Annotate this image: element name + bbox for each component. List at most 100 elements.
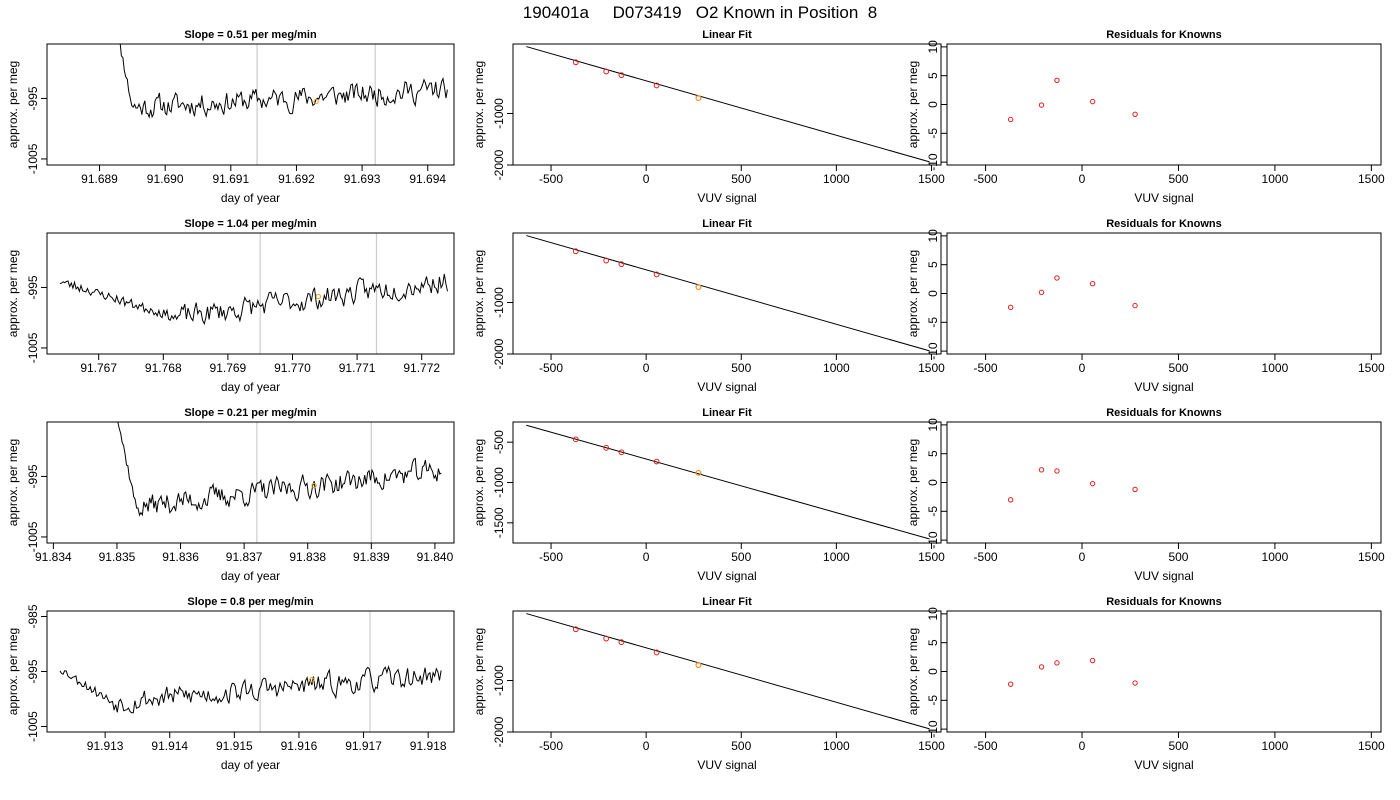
y-tick-label: -1005	[26, 143, 40, 174]
known-point	[653, 649, 660, 656]
x-axis-label: day of year	[221, 569, 280, 583]
y-tick-label: -1000	[492, 98, 506, 129]
residual-point	[1089, 480, 1096, 487]
plot-frame	[46, 421, 455, 544]
x-tick-label: 91.914	[151, 739, 188, 753]
x-tick-label: 91.837	[226, 550, 263, 564]
x-axis-label: VUV signal	[1134, 569, 1193, 583]
residual-point	[1038, 467, 1045, 473]
x-tick-label: 1500	[918, 172, 945, 186]
x-tick-label: 1500	[1358, 739, 1385, 753]
x-tick-label: 91.692	[278, 172, 315, 186]
known-point	[618, 261, 625, 268]
plot-frame	[946, 421, 1382, 544]
residuals-panel-row-2: Residuals for Knowns-500 0 500 1000 1500-10-…	[906, 407, 1385, 583]
series-line	[59, 665, 442, 714]
panel-title: Slope = 0.21 per meg/min	[184, 407, 317, 419]
x-tick-label: 0	[1079, 739, 1086, 753]
x-tick-label: 91.771	[339, 361, 376, 375]
y-tick-label: 5	[926, 72, 940, 79]
x-tick-label: 1000	[1262, 739, 1289, 753]
y-axis-label: approx. per meg	[6, 439, 20, 526]
series-line	[117, 422, 442, 517]
data-layer	[119, 44, 448, 165]
x-tick-label: 91.689	[81, 172, 118, 186]
residual-point	[1038, 664, 1045, 670]
y-tick-label: -995	[26, 659, 40, 683]
residual-point	[1007, 497, 1014, 503]
timeseries-panel-row-2: Slope = 0.21 per meg/min 91.834 91.835 91.8…	[6, 407, 455, 583]
plot-frame	[946, 610, 1382, 733]
x-axis-label: VUV signal	[1134, 758, 1193, 772]
sample-point	[695, 95, 702, 101]
y-tick-label: -10	[926, 342, 940, 360]
y-tick-label: -10	[926, 531, 940, 549]
x-tick-label: -500	[539, 739, 563, 753]
x-tick-label: 500	[731, 739, 751, 753]
y-axis-label: approx. per meg	[6, 61, 20, 148]
x-tick-label: 500	[1168, 172, 1188, 186]
x-axis-label: day of year	[221, 758, 280, 772]
residuals-panel-row-1: Residuals for Knowns-500 0 500 1000 1500-10-…	[906, 218, 1385, 394]
x-tick-label: 500	[731, 361, 751, 375]
y-axis-label: approx. per meg	[472, 439, 486, 526]
x-tick-label: 1000	[823, 550, 850, 564]
y-tick-label: -1005	[26, 332, 40, 363]
y-axis-label: approx. per meg	[906, 250, 920, 337]
x-axis-label: VUV signal	[697, 380, 756, 394]
residual-point	[1054, 468, 1060, 474]
x-tick-label: 0	[1079, 172, 1086, 186]
y-tick-label: -995	[26, 275, 40, 299]
x-tick-label: 91.690	[147, 172, 184, 186]
fit-line	[526, 424, 930, 540]
x-axis-label: VUV signal	[697, 758, 756, 772]
x-tick-label: -500	[539, 172, 563, 186]
y-tick-label: -2000	[492, 716, 506, 747]
data-layer	[59, 611, 442, 732]
x-tick-label: 91.768	[145, 361, 182, 375]
y-tick-label: -1000	[492, 467, 506, 498]
residual-point	[1007, 304, 1014, 311]
y-axis-label: approx. per meg	[472, 628, 486, 715]
data-layer	[526, 613, 930, 730]
panel-title: Slope = 1.04 per meg/min	[184, 218, 317, 230]
x-tick-label: 0	[1079, 361, 1086, 375]
x-tick-label: 91.834	[35, 550, 72, 564]
data-layer	[526, 46, 930, 163]
selected-point	[311, 482, 317, 489]
sample-point	[695, 469, 702, 476]
x-tick-label: 91.840	[417, 550, 454, 564]
panel-title: Residuals for Knowns	[1106, 218, 1222, 230]
x-tick-label: 91.918	[410, 739, 447, 753]
y-tick-label: -5	[926, 695, 940, 706]
known-point	[653, 458, 660, 465]
panel-title: Linear Fit	[702, 596, 752, 608]
x-axis-label: VUV signal	[1134, 191, 1193, 205]
panel-title: Linear Fit	[702, 29, 752, 41]
y-axis-label: approx. per meg	[906, 439, 920, 526]
y-tick-label: -1000	[492, 287, 506, 318]
residual-point	[1089, 98, 1096, 105]
known-point	[572, 248, 579, 255]
plot-frame	[946, 43, 1382, 166]
x-tick-label: 500	[731, 172, 751, 186]
residual-point	[1007, 116, 1014, 123]
x-tick-label: 1500	[918, 739, 945, 753]
panel-title: Linear Fit	[702, 407, 752, 419]
known-point	[603, 257, 610, 264]
residual-point	[1038, 102, 1045, 108]
y-tick-label: 0	[926, 101, 940, 108]
sample-point	[695, 662, 702, 668]
y-tick-label: -5	[926, 317, 940, 328]
x-tick-label: 500	[1168, 361, 1188, 375]
residuals-panel-row-0: Residuals for Knowns-500 0 500 1000 1500-10-…	[906, 29, 1385, 205]
x-tick-label: 500	[1168, 550, 1188, 564]
x-tick-label: 91.694	[409, 172, 446, 186]
data-layer	[1007, 467, 1138, 503]
x-tick-label: 91.770	[274, 361, 311, 375]
x-tick-label: 91.839	[353, 550, 390, 564]
x-tick-label: -500	[539, 550, 563, 564]
x-tick-label: 91.916	[281, 739, 318, 753]
data-layer	[526, 424, 930, 540]
